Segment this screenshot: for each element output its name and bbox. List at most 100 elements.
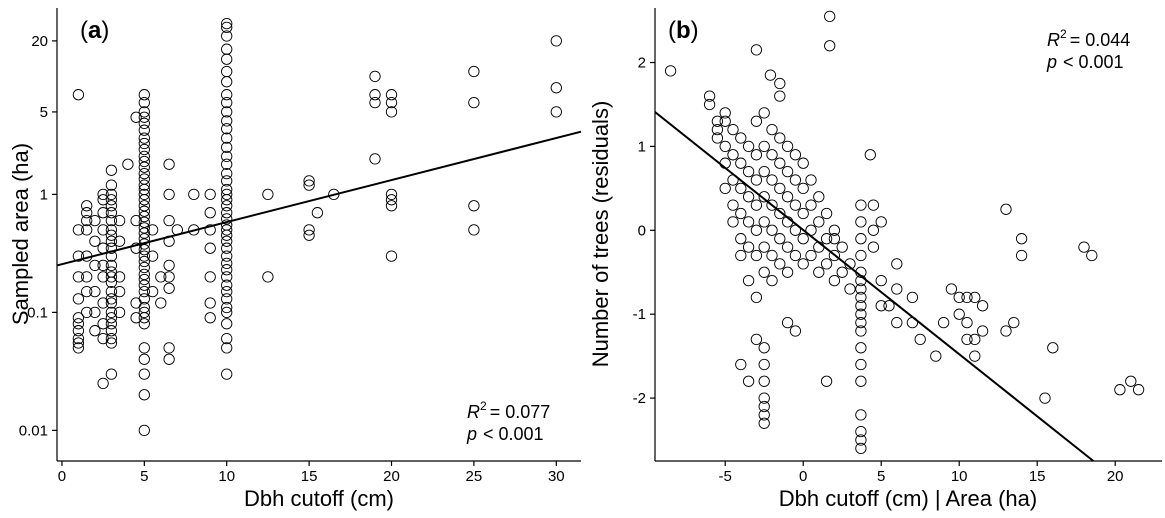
panel-b-point [766,249,778,262]
panel-b-x-tick-label: 0 [799,468,807,485]
panel-b-point [789,224,802,236]
panel-a-point [138,132,150,144]
panel-a-point [221,318,233,330]
panel-a-point [138,137,150,150]
panel-b-point [797,258,809,270]
panel-a-point [221,368,233,380]
panel-a-point [138,155,150,168]
panel-b-point [797,207,809,220]
panel-b-x-tick-label: 10 [951,468,968,485]
panel-a-point [105,332,118,345]
panel-a-point [105,242,118,254]
panel-b-point [727,199,739,211]
panel-a-point [72,224,85,236]
panel-a-point [204,188,216,201]
panel-a-point [385,250,398,262]
panel-a-point [89,214,101,227]
panel-b-point [758,358,770,371]
panel-b-point [813,191,825,203]
panel-b-point [969,291,981,304]
panel-b-point [735,207,747,220]
panel-a-point [97,271,109,283]
panel-a-point [138,293,150,305]
panel-b-point [774,90,786,102]
panel-a-point [163,214,175,227]
panel-a-point [221,264,233,276]
panel-a-point [138,89,150,101]
panel-b-point [976,325,989,337]
panel-a-point [221,285,233,298]
panel-a-point [221,224,233,236]
panel-a-point [303,175,315,187]
panel-a-point [385,194,398,206]
panel-b-point [844,283,856,295]
panel-a-point [105,200,118,212]
panel-a-point [105,271,118,283]
panel-a-point [221,150,233,163]
panel-b-point [805,199,817,211]
panel-a-point [97,207,109,219]
panel-a-point [113,214,126,227]
panel-b-point [836,266,848,278]
panel-a-point [138,194,150,206]
panel-b-point [742,216,755,228]
panel-a-point [303,229,315,241]
panel-a-point [146,285,159,298]
panel-b-y-ticks: -2 -1 0 1 2 [633,55,655,407]
panel-b-point [867,241,880,253]
panel-a-point [221,293,233,305]
panel-a-point [163,353,175,365]
panel-a-point [221,76,233,88]
panel-a-point [262,271,274,283]
panel-b-point [891,283,903,295]
panel-b-point [1114,384,1126,396]
panel-b-point [727,123,739,136]
panel-a-point [468,224,480,236]
panel-a-point [130,297,142,309]
panel-b-point [969,350,981,362]
panel-a-point [221,194,233,206]
panel-b-y-axis-title: Number of trees (residuals) [588,101,613,368]
panel-b-point [711,132,724,144]
panel-b-point [758,165,770,178]
panel-b-point [824,10,836,23]
panel-b-point [855,325,867,337]
panel-a-point [385,96,398,109]
panel-b-point [774,233,786,245]
panel-b-point [1125,375,1137,387]
panel-a-point [221,301,233,314]
panel-b-point [820,375,833,387]
panel-a-point [221,96,233,109]
panel-b-point [953,291,965,304]
panel-b-point [766,199,778,211]
panel-b-point [855,342,867,354]
panel-b-point [758,400,770,413]
panel-a-point [81,285,93,298]
panel-b-point [758,409,770,421]
panel-b-point [961,333,973,346]
panel-a-point [204,242,216,254]
panel-a-point [468,200,480,212]
panel-b-point [750,199,763,211]
panel-b-point [735,157,747,169]
panel-a-point [163,259,175,272]
panel-a-point [89,235,101,247]
panel-b-point [774,132,786,144]
panel-a-x-tick-label: 5 [140,468,148,485]
panel-a-point [72,312,85,324]
panel-a-point [72,332,85,345]
panel-b-point [758,375,770,387]
panel-b-point [828,224,841,236]
panel-a-point [138,106,150,118]
panel-a-point [221,332,233,345]
panel-a-point [105,259,118,272]
panel-a-point [138,167,150,180]
panel-a-point [105,312,118,324]
panel-b-point [855,308,867,320]
panel-a-point [89,325,101,337]
panel-a-point [163,282,175,294]
panel-a-point [138,96,150,109]
panel-b-y-tick-label: 2 [638,55,646,72]
panel-a-point [204,224,216,236]
